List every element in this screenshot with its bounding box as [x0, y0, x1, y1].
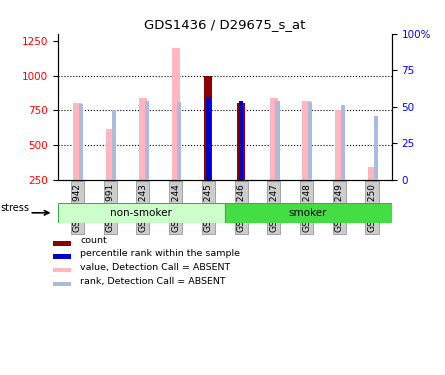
Bar	[53, 282, 71, 286]
Text: percentile rank within the sample: percentile rank within the sample	[80, 249, 240, 258]
Bar	[139, 98, 147, 215]
Text: non-smoker: non-smoker	[110, 208, 172, 218]
Bar	[206, 97, 210, 180]
Bar	[341, 105, 345, 180]
Bar	[112, 110, 116, 180]
Bar	[303, 100, 311, 215]
Text: value, Detection Call = ABSENT: value, Detection Call = ABSENT	[80, 262, 231, 272]
Bar	[172, 48, 180, 215]
Bar	[145, 101, 149, 180]
Bar	[239, 101, 243, 180]
Bar	[308, 102, 312, 180]
Text: count: count	[80, 236, 107, 245]
Bar	[204, 75, 212, 215]
Bar	[53, 254, 71, 259]
Bar	[79, 104, 83, 180]
FancyBboxPatch shape	[58, 202, 225, 223]
Bar	[270, 98, 278, 215]
Bar	[53, 268, 71, 272]
Bar	[53, 242, 71, 246]
Bar	[106, 129, 114, 215]
Bar	[177, 102, 182, 180]
Title: GDS1436 / D29675_s_at: GDS1436 / D29675_s_at	[144, 18, 305, 31]
Bar	[374, 116, 378, 180]
Bar	[237, 104, 245, 215]
Text: stress: stress	[0, 203, 29, 213]
FancyBboxPatch shape	[225, 202, 392, 223]
Bar	[275, 101, 279, 180]
Bar	[335, 110, 344, 215]
Text: smoker: smoker	[289, 208, 328, 218]
Text: rank, Detection Call = ABSENT: rank, Detection Call = ABSENT	[80, 277, 226, 286]
Bar	[73, 104, 81, 215]
Bar	[368, 168, 376, 215]
